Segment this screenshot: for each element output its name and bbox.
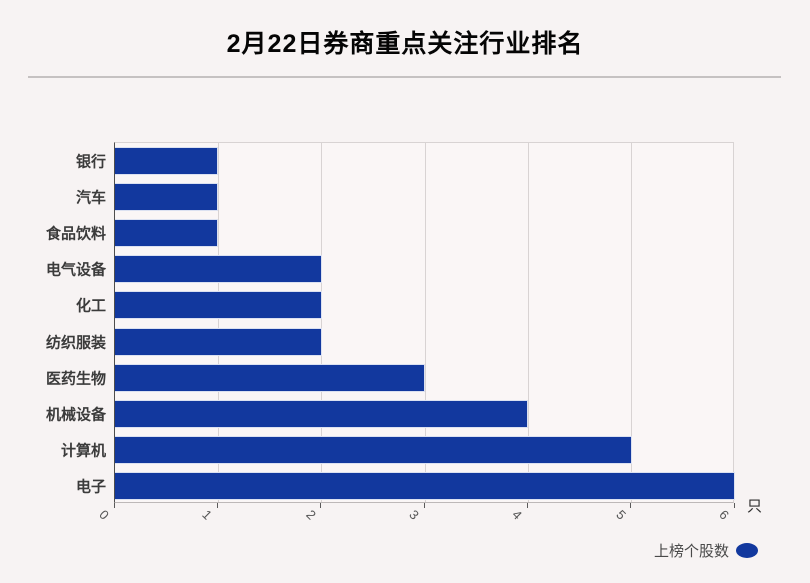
gridline-x-2 bbox=[321, 143, 323, 502]
x-tick-mark-3 bbox=[423, 503, 425, 508]
bar-食品饮料[interactable] bbox=[115, 219, 219, 248]
x-tick-mark-6 bbox=[733, 503, 735, 508]
bar-汽车[interactable] bbox=[115, 183, 219, 212]
x-tick-label-4: 4 bbox=[509, 506, 526, 523]
x-tick-label-0: 0 bbox=[96, 506, 112, 523]
y-axis-label-食品饮料: 食品饮料 bbox=[45, 225, 106, 243]
x-tick-label-6: 6 bbox=[716, 506, 732, 523]
x-tick-mark-0 bbox=[113, 503, 115, 508]
y-axis-label-电子: 电子 bbox=[75, 478, 106, 496]
bar-机械设备[interactable] bbox=[115, 399, 529, 428]
legend-marker-ellipse bbox=[736, 543, 758, 558]
y-axis-label-银行: 银行 bbox=[75, 153, 106, 171]
bar-银行[interactable] bbox=[115, 147, 219, 175]
x-tick-label-5: 5 bbox=[612, 506, 629, 523]
x-tick-mark-5 bbox=[630, 503, 632, 508]
bar-电子[interactable] bbox=[115, 471, 735, 500]
bar-纺织服装[interactable] bbox=[115, 327, 322, 356]
legend-label: 上榜个股数 bbox=[653, 543, 729, 560]
x-tick-mark-2 bbox=[320, 503, 322, 508]
x-tick-label-3: 3 bbox=[406, 506, 422, 523]
y-axis-label-医药生物: 医药生物 bbox=[45, 370, 106, 388]
bar-计算机[interactable] bbox=[115, 435, 632, 464]
bar-电气设备[interactable] bbox=[115, 255, 322, 284]
y-axis-label-汽车: 汽车 bbox=[75, 189, 106, 207]
gridline-x-1 bbox=[217, 143, 219, 502]
y-axis-label-电气设备: 电气设备 bbox=[45, 261, 106, 279]
y-axis-label-计算机: 计算机 bbox=[60, 442, 106, 460]
x-axis-unit-label: 只 bbox=[747, 498, 763, 515]
x-tick-mark-4 bbox=[526, 503, 528, 508]
bar-医药生物[interactable] bbox=[115, 363, 425, 392]
x-tick-label-1: 1 bbox=[199, 506, 216, 523]
title-divider bbox=[28, 76, 781, 78]
bar-化工[interactable] bbox=[115, 291, 322, 320]
x-tick-mark-1 bbox=[216, 503, 218, 508]
y-axis-label-纺织服装: 纺织服装 bbox=[45, 334, 106, 352]
x-tick-label-2: 2 bbox=[302, 506, 319, 523]
chart-title: 2月22日券商重点关注行业排名 bbox=[226, 30, 584, 58]
plot-area bbox=[114, 142, 735, 503]
gridline-x-5 bbox=[631, 143, 633, 502]
gridline-x-3 bbox=[424, 143, 426, 502]
legend-item[interactable]: 上榜个股数 bbox=[654, 540, 758, 561]
y-axis-label-机械设备: 机械设备 bbox=[45, 406, 106, 424]
gridline-x-4 bbox=[527, 143, 529, 502]
y-axis-label-化工: 化工 bbox=[75, 297, 106, 315]
